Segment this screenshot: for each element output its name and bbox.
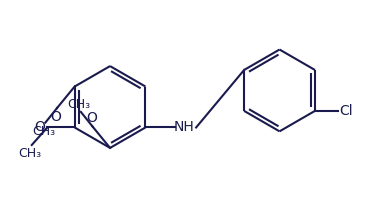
Text: NH: NH <box>174 120 195 134</box>
Text: CH₃: CH₃ <box>32 125 55 138</box>
Text: Cl: Cl <box>339 104 353 118</box>
Text: O: O <box>34 120 45 134</box>
Text: CH₃: CH₃ <box>18 147 42 160</box>
Text: O: O <box>51 110 62 124</box>
Text: O: O <box>86 111 97 125</box>
Text: CH₃: CH₃ <box>67 98 91 111</box>
